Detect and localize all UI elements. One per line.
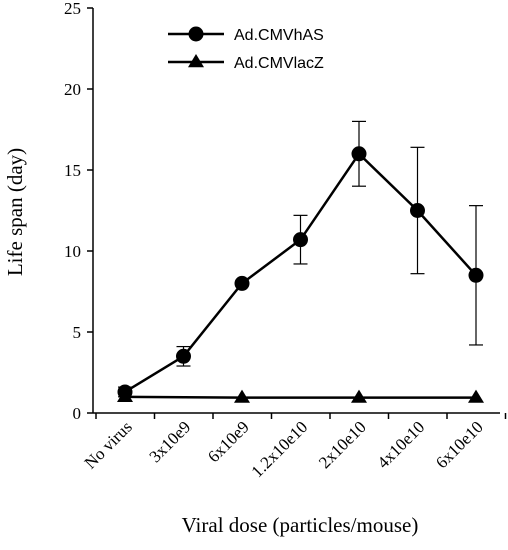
legend-label: Ad.CMVlacZ	[234, 55, 324, 72]
series-layer	[117, 120, 484, 403]
x-tick-label: 3x10e9	[146, 417, 195, 466]
x-tick-label: 4x10e10	[373, 417, 428, 472]
circle-marker	[468, 267, 484, 283]
triangle-marker	[117, 388, 133, 402]
triangle-marker	[188, 54, 204, 68]
triangle-marker	[351, 389, 367, 403]
x-tick-label: 2x10e10	[315, 417, 370, 472]
triangle-marker	[468, 389, 484, 403]
y-tick-label: 20	[64, 80, 81, 99]
y-tick-label: 25	[64, 0, 81, 18]
legend-label: Ad.CMVhAS	[234, 27, 324, 44]
y-tick-label: 15	[64, 161, 81, 180]
circle-marker	[176, 348, 191, 364]
circle-marker	[351, 146, 367, 162]
series-line	[124, 395, 476, 399]
x-tick-label: 6x10e9	[204, 417, 253, 466]
circle-marker	[234, 275, 250, 291]
circle-marker	[293, 232, 308, 248]
series-ad-cmvhas	[117, 120, 484, 400]
circle-marker	[188, 26, 204, 42]
x-tick-label: No virus	[81, 417, 136, 472]
y-tick-label: 0	[73, 404, 82, 423]
x-tick-label: 1.2x10e10	[247, 417, 311, 481]
x-axis-title: Viral dose (particles/mouse)	[182, 513, 419, 537]
y-tick-label: 10	[64, 242, 81, 261]
y-tick-label: 5	[73, 323, 82, 342]
x-tick-label: 6x10e10	[432, 417, 487, 472]
circle-marker	[410, 203, 425, 218]
y-axis-title: Life span (day)	[3, 148, 27, 276]
triangle-marker	[234, 389, 250, 403]
legend: Ad.CMVhAS Ad.CMVlacZ	[168, 26, 324, 72]
series-ad-cmvlacz	[117, 388, 484, 403]
